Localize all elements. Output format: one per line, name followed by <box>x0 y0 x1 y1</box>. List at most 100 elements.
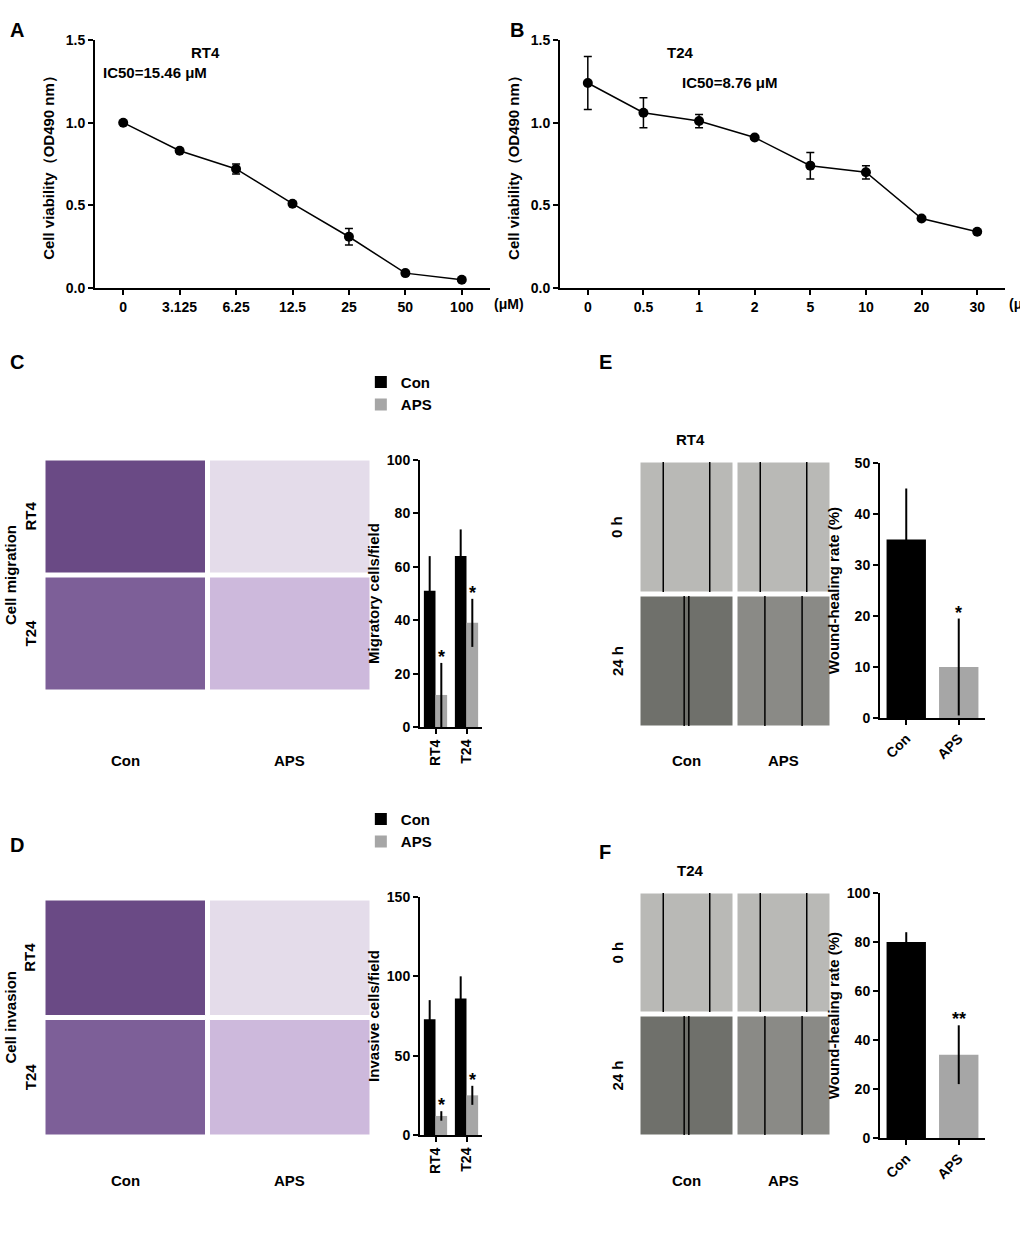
svg-text:Wound-healing rate (%): Wound-healing rate (%) <box>825 932 842 1099</box>
svg-text:*: * <box>438 647 445 667</box>
svg-text:3.125: 3.125 <box>162 299 197 315</box>
svg-text:*: * <box>469 583 476 603</box>
svg-text:1: 1 <box>695 299 703 315</box>
svg-text:APS: APS <box>401 396 432 413</box>
svg-text:0.0: 0.0 <box>531 280 551 296</box>
svg-text:1.0: 1.0 <box>531 115 551 131</box>
svg-text:0: 0 <box>402 1127 410 1143</box>
svg-text:60: 60 <box>395 559 411 575</box>
svg-text:Cell viability（OD490 nm）: Cell viability（OD490 nm） <box>505 68 522 260</box>
svg-text:0 h: 0 h <box>608 516 625 538</box>
svg-text:(μM): (μM) <box>1009 296 1020 312</box>
svg-text:IC50=8.76 μM: IC50=8.76 μM <box>682 74 777 91</box>
svg-text:0.0: 0.0 <box>66 280 86 296</box>
svg-text:50: 50 <box>395 1048 411 1064</box>
svg-text:60: 60 <box>855 983 871 999</box>
svg-text:Con: Con <box>672 752 701 769</box>
svg-text:*: * <box>469 1070 476 1090</box>
svg-text:C: C <box>10 351 24 373</box>
svg-text:Con: Con <box>883 731 914 762</box>
svg-text:A: A <box>10 19 24 41</box>
svg-text:30: 30 <box>855 557 871 573</box>
svg-text:Migratory cells/field: Migratory cells/field <box>365 523 382 664</box>
svg-text:E: E <box>599 351 612 373</box>
svg-text:80: 80 <box>855 934 871 950</box>
svg-text:5: 5 <box>806 299 814 315</box>
svg-text:RT4: RT4 <box>191 44 220 61</box>
svg-text:20: 20 <box>855 608 871 624</box>
svg-text:0: 0 <box>584 299 592 315</box>
svg-text:RT4: RT4 <box>427 739 443 766</box>
svg-text:(μM): (μM) <box>494 296 524 312</box>
svg-text:RT4: RT4 <box>676 431 705 448</box>
svg-text:24 h: 24 h <box>609 1060 626 1090</box>
svg-text:*: * <box>955 603 962 623</box>
svg-text:40: 40 <box>395 612 411 628</box>
svg-text:Con: Con <box>111 1172 140 1189</box>
svg-text:30: 30 <box>969 299 985 315</box>
svg-text:T24: T24 <box>677 862 704 879</box>
svg-text:Cell migration: Cell migration <box>2 525 19 625</box>
svg-text:**: ** <box>952 1009 966 1029</box>
svg-text:24 h: 24 h <box>609 646 626 676</box>
svg-text:B: B <box>510 19 524 41</box>
svg-text:20: 20 <box>914 299 930 315</box>
svg-text:Con: Con <box>672 1172 701 1189</box>
svg-text:40: 40 <box>855 506 871 522</box>
svg-text:0: 0 <box>119 299 127 315</box>
svg-text:APS: APS <box>401 833 432 850</box>
svg-text:APS: APS <box>768 1172 799 1189</box>
svg-text:D: D <box>10 834 24 856</box>
svg-text:0: 0 <box>862 710 870 726</box>
svg-text:1.0: 1.0 <box>66 115 86 131</box>
svg-text:25: 25 <box>341 299 357 315</box>
svg-text:Con: Con <box>401 811 430 828</box>
svg-text:RT4: RT4 <box>427 1147 443 1174</box>
svg-text:50: 50 <box>855 455 871 471</box>
svg-text:100: 100 <box>450 299 474 315</box>
svg-text:0.5: 0.5 <box>66 197 86 213</box>
svg-text:6.25: 6.25 <box>222 299 249 315</box>
svg-text:APS: APS <box>274 752 305 769</box>
svg-text:APS: APS <box>934 731 966 763</box>
svg-text:80: 80 <box>395 505 411 521</box>
svg-text:10: 10 <box>855 659 871 675</box>
svg-text:40: 40 <box>855 1032 871 1048</box>
svg-text:IC50=15.46 μM: IC50=15.46 μM <box>103 64 207 81</box>
svg-text:RT4: RT4 <box>22 502 39 531</box>
svg-text:0: 0 <box>862 1130 870 1146</box>
svg-text:10: 10 <box>858 299 874 315</box>
svg-text:12.5: 12.5 <box>279 299 306 315</box>
svg-text:Cell viability（OD490 nm）: Cell viability（OD490 nm） <box>40 68 57 260</box>
svg-text:T24: T24 <box>667 44 694 61</box>
svg-text:100: 100 <box>387 968 411 984</box>
svg-text:Cell invasion: Cell invasion <box>2 971 19 1064</box>
svg-text:20: 20 <box>395 666 411 682</box>
svg-text:100: 100 <box>847 885 871 901</box>
svg-text:2: 2 <box>751 299 759 315</box>
svg-text:T24: T24 <box>22 1064 39 1091</box>
svg-text:Con: Con <box>401 374 430 391</box>
svg-text:F: F <box>599 841 611 863</box>
svg-text:T24: T24 <box>458 739 474 763</box>
svg-text:Con: Con <box>883 1151 914 1182</box>
svg-text:APS: APS <box>768 752 799 769</box>
svg-text:150: 150 <box>387 889 411 905</box>
svg-text:0 h: 0 h <box>609 942 626 964</box>
svg-text:APS: APS <box>274 1172 305 1189</box>
svg-text:50: 50 <box>398 299 414 315</box>
svg-text:Con: Con <box>111 752 140 769</box>
svg-text:T24: T24 <box>22 620 39 647</box>
svg-text:1.5: 1.5 <box>531 32 551 48</box>
svg-text:0.5: 0.5 <box>531 197 551 213</box>
svg-text:20: 20 <box>855 1081 871 1097</box>
svg-text:0: 0 <box>402 719 410 735</box>
svg-text:1.5: 1.5 <box>66 32 86 48</box>
svg-text:0.5: 0.5 <box>634 299 654 315</box>
svg-text:100: 100 <box>387 452 411 468</box>
svg-text:Wound-healing rate (%): Wound-healing rate (%) <box>825 507 842 674</box>
svg-text:RT4: RT4 <box>21 943 38 972</box>
svg-text:Invasive cells/field: Invasive cells/field <box>365 950 382 1082</box>
svg-text:APS: APS <box>934 1151 966 1183</box>
svg-text:T24: T24 <box>458 1147 474 1171</box>
